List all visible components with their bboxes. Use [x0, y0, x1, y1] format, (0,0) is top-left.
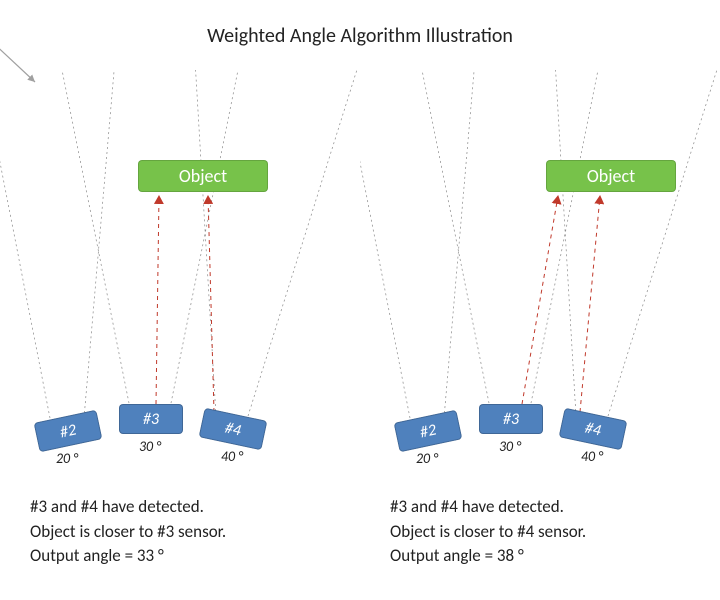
detect-arrow — [580, 196, 600, 412]
caption-line: Object is closer to #4 sensor. — [390, 520, 586, 545]
sensor-angle-label: 20 ° — [56, 450, 78, 467]
detect-arrow — [208, 196, 214, 412]
fov-line — [608, 70, 720, 416]
fov-line — [444, 70, 475, 418]
fov-line — [530, 70, 600, 408]
fov-line — [360, 70, 410, 418]
fov-line — [195, 70, 216, 416]
sensor-box: #4 — [559, 408, 628, 451]
sensor-box: #2 — [394, 410, 463, 453]
caption-line: #3 and #4 have detected. — [30, 495, 226, 520]
detect-arrow — [522, 196, 558, 404]
detect-arrow — [156, 196, 159, 404]
fov-line — [60, 70, 130, 408]
fov-line — [170, 70, 240, 408]
sensor-angle-label: 30 ° — [499, 438, 521, 455]
fov-line — [0, 70, 50, 418]
sensor-angle-label: 30 ° — [139, 438, 161, 455]
caption-line: Output angle = 33 ° — [30, 544, 226, 569]
fov-line — [555, 70, 576, 416]
object-box: Object — [546, 160, 676, 192]
fov-line — [248, 70, 360, 416]
fov-line — [84, 70, 115, 418]
caption-line: #3 and #4 have detected. — [390, 495, 586, 520]
sensor-box: #3 — [479, 404, 543, 434]
sensor-angle-label: 40 ° — [581, 448, 603, 465]
fov-line — [420, 70, 490, 408]
sensor-angle-label: 40 ° — [221, 448, 243, 465]
caption-line: Object is closer to #3 sensor. — [30, 520, 226, 545]
panel-caption: #3 and #4 have detected.Object is closer… — [390, 495, 586, 569]
caption-line: Output angle = 38 ° — [390, 544, 586, 569]
panel-left: Object #220 ° #3 30 ° #440 ° — [0, 70, 360, 500]
sensor-angle-label: 20 ° — [416, 450, 438, 467]
page-title: Weighted Angle Algorithm Illustration — [0, 24, 720, 48]
sensor-box: #3 — [119, 404, 183, 434]
sensor-box: #4 — [199, 408, 268, 451]
panel-caption: #3 and #4 have detected.Object is closer… — [30, 495, 226, 569]
sensor-box: #2 — [34, 410, 103, 453]
panel-right: Object #220 ° #3 30 ° #440 ° — [360, 70, 720, 500]
object-box: Object — [138, 160, 268, 192]
